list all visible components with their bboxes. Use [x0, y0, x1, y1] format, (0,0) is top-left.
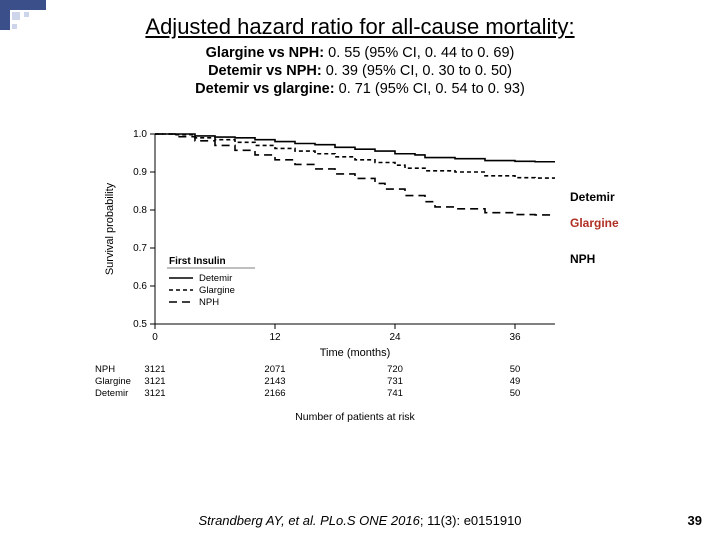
svg-text:First Insulin: First Insulin — [169, 256, 226, 267]
svg-text:Number of patients at risk: Number of patients at risk — [295, 411, 415, 423]
slide-title: Adjusted hazard ratio for all-cause mort… — [0, 14, 720, 40]
svg-text:0: 0 — [152, 332, 158, 343]
svg-text:0.7: 0.7 — [133, 243, 147, 254]
annotation-detemir: Detemir — [570, 190, 615, 204]
svg-text:50: 50 — [510, 388, 521, 399]
svg-text:1.0: 1.0 — [133, 129, 147, 140]
page-number: 39 — [688, 513, 702, 528]
hr-line-3: Detemir vs glargine: 0. 71 (95% CI, 0. 5… — [0, 80, 720, 98]
svg-text:50: 50 — [510, 364, 521, 375]
hr-line-1: Glargine vs NPH: 0. 55 (95% CI, 0. 44 to… — [0, 44, 720, 62]
svg-text:24: 24 — [389, 332, 401, 343]
slide-root: Adjusted hazard ratio for all-cause mort… — [0, 0, 720, 540]
svg-text:Detemir: Detemir — [95, 388, 128, 399]
svg-text:2143: 2143 — [264, 376, 285, 387]
citation: Strandberg AY, et al. PLo.S ONE 2016; 11… — [0, 513, 720, 528]
svg-text:2166: 2166 — [264, 388, 285, 399]
svg-text:Glargine: Glargine — [199, 285, 235, 296]
svg-text:NPH: NPH — [199, 297, 219, 308]
svg-text:0.9: 0.9 — [133, 167, 147, 178]
svg-text:3121: 3121 — [144, 388, 165, 399]
svg-text:731: 731 — [387, 376, 403, 387]
hazard-ratio-block: Glargine vs NPH: 0. 55 (95% CI, 0. 44 to… — [0, 44, 720, 98]
svg-text:36: 36 — [509, 332, 521, 343]
hr-line-2: Detemir vs NPH: 0. 39 (95% CI, 0. 30 to … — [0, 62, 720, 80]
annotation-glargine: Glargine — [570, 216, 619, 230]
annotation-nph: NPH — [570, 252, 595, 266]
svg-text:49: 49 — [510, 376, 521, 387]
svg-text:12: 12 — [269, 332, 281, 343]
svg-text:0.5: 0.5 — [133, 319, 147, 330]
svg-text:741: 741 — [387, 388, 403, 399]
svg-text:0.6: 0.6 — [133, 281, 147, 292]
svg-text:Detemir: Detemir — [199, 273, 232, 284]
svg-text:0.8: 0.8 — [133, 205, 147, 216]
km-chart: 0.5 0.6 0.7 0.8 0.9 1.0 0 12 24 36 Survival probab… — [65, 124, 655, 479]
svg-text:720: 720 — [387, 364, 403, 375]
svg-text:3121: 3121 — [144, 376, 165, 387]
svg-text:NPH: NPH — [95, 364, 115, 375]
svg-text:Time (months): Time (months) — [320, 347, 391, 359]
svg-text:Glargine: Glargine — [95, 376, 131, 387]
svg-text:3121: 3121 — [144, 364, 165, 375]
svg-text:2071: 2071 — [264, 364, 285, 375]
svg-text:Survival probability: Survival probability — [104, 182, 116, 275]
